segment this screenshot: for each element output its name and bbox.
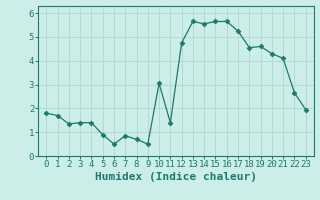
X-axis label: Humidex (Indice chaleur): Humidex (Indice chaleur) [95,172,257,182]
